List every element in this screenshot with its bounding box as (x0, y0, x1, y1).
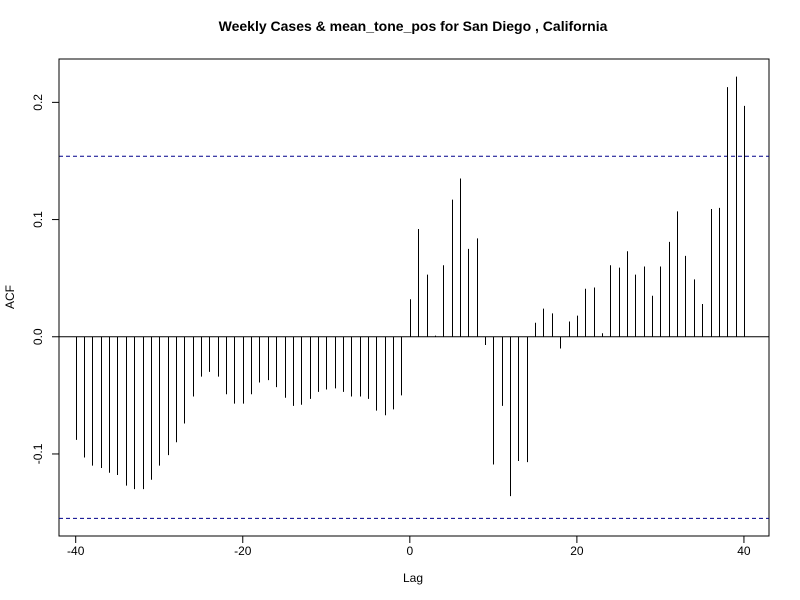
y-tick-label: -0.1 (31, 443, 45, 464)
y-tick-label: 0.1 (31, 211, 45, 228)
x-tick-label: -40 (67, 544, 85, 558)
x-tick-label: 0 (406, 544, 413, 558)
plot-frame (58, 58, 770, 537)
y-axis-label: ACF (3, 285, 17, 309)
acf-bars (76, 76, 745, 497)
x-tick-label: 40 (737, 544, 751, 558)
chart-title: Weekly Cases & mean_tone_pos for San Die… (219, 18, 608, 34)
y-tick-label: 0.2 (31, 94, 45, 111)
x-axis-label: Lag (403, 571, 423, 585)
x-tick-label: 20 (570, 544, 584, 558)
confidence-bounds (59, 155, 769, 519)
y-axis: -0.1 0.0 0.1 0.2 (31, 94, 60, 464)
x-axis: -40 -20 0 20 40 (67, 535, 751, 558)
x-tick-label: -20 (234, 544, 252, 558)
y-tick-label: 0.0 (31, 328, 45, 345)
